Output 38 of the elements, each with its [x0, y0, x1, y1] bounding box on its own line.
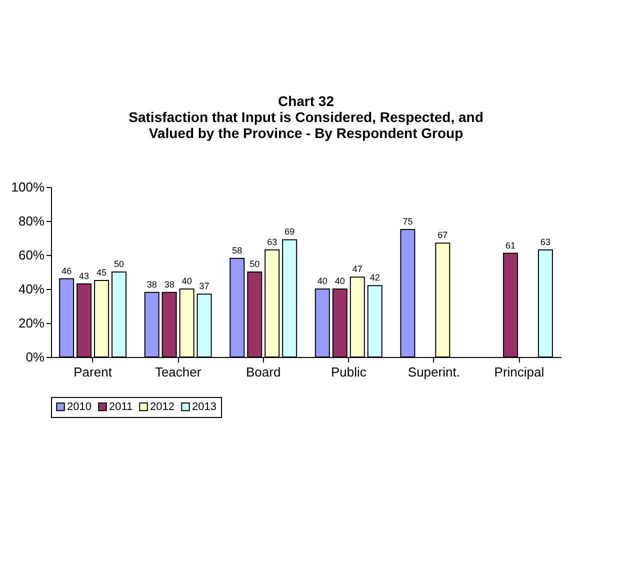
x-tick-label: Teacher: [154, 364, 202, 380]
x-tick-label: Public: [330, 364, 367, 380]
y-tick-label: 40%: [18, 282, 45, 296]
data-label: 58: [232, 245, 242, 256]
data-label: 40: [317, 276, 328, 286]
data-label: 46: [62, 266, 72, 276]
data-label: 69: [284, 226, 295, 237]
legend-label: 2012: [150, 400, 174, 413]
legend-label: 2011: [109, 400, 133, 413]
x-tick-label: Principal: [494, 364, 544, 380]
data-label: 50: [114, 259, 124, 269]
x-tick-label: Parent: [74, 364, 112, 380]
data-label: 63: [540, 236, 550, 247]
legend-label: 2013: [192, 400, 216, 413]
y-tick-label: 100%: [11, 180, 45, 194]
y-tick-label: 20%: [18, 316, 45, 330]
chart-title: Chart 32: [278, 93, 334, 109]
y-tick-label: 0%: [26, 350, 45, 364]
chart-subtitle: Satisfaction that Input is Considered, Respected, and Valued by the Province - By Respondent Group: [128, 109, 484, 141]
data-label: 37: [199, 281, 210, 292]
x-tick-label: Superint.: [408, 364, 460, 380]
data-label: 40: [182, 276, 192, 286]
data-label: 45: [96, 268, 107, 278]
x-tick-label: Board: [246, 364, 281, 380]
y-tick-label: 80%: [18, 214, 45, 228]
data-label: 50: [250, 259, 260, 269]
data-label: 43: [79, 270, 90, 281]
data-label: 47: [352, 264, 362, 274]
data-label: 75: [402, 216, 413, 226]
data-label: 67: [438, 230, 448, 240]
data-label: 38: [146, 279, 157, 290]
data-label: 38: [164, 279, 174, 290]
data-label: 40: [334, 276, 345, 286]
data-label: 42: [370, 272, 380, 283]
data-label: 61: [505, 240, 516, 250]
legend-label: 2010: [67, 400, 92, 413]
data-label: 63: [267, 236, 278, 247]
y-tick-label: 60%: [18, 248, 45, 262]
